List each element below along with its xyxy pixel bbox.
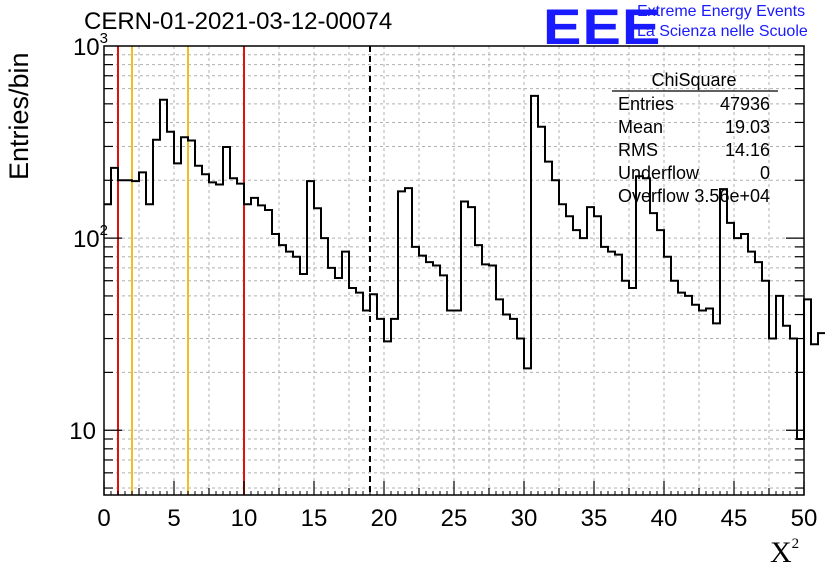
stats-value: 19.03 <box>725 117 770 137</box>
y-axis-label: Entries/bin <box>4 52 34 180</box>
x-tick-label: 20 <box>371 505 398 532</box>
y-tick-label: 102 <box>73 222 108 253</box>
x-tick-label: 35 <box>581 505 608 532</box>
x-axis-label-main: X <box>770 536 792 569</box>
x-tick-label: 0 <box>97 505 110 532</box>
grid-lines <box>104 46 804 495</box>
stats-title: ChiSquare <box>651 70 736 90</box>
histogram-line <box>104 94 825 441</box>
y-tick-label: 10 <box>69 418 96 445</box>
stats-label: RMS <box>618 140 658 160</box>
x-axis-label-exponent: 2 <box>791 536 800 552</box>
eee-logo: EEE <box>543 0 662 55</box>
stats-value: 3.56e+04 <box>694 186 770 206</box>
stats-value: 47936 <box>720 94 770 114</box>
x-tick-label: 10 <box>231 505 258 532</box>
chart-title: CERN-01-2021-03-12-00074 <box>84 8 393 35</box>
axis-ticks: 0 5 10 15 20 25 30 35 40 45 50 10 102 103 <box>69 30 817 532</box>
stats-box: ChiSquare Entries 47936 Mean 19.03 RMS 14.16 Un… <box>612 70 778 206</box>
logo-line-2: La Scienza nelle Scuole <box>637 23 808 40</box>
y-tick-label: 103 <box>73 30 108 61</box>
stats-label: Entries <box>618 94 674 114</box>
x-tick-label: 40 <box>651 505 678 532</box>
stats-label: Overflow <box>618 186 690 206</box>
x-tick-label: 5 <box>167 505 180 532</box>
x-tick-label: 45 <box>721 505 748 532</box>
stats-label: Mean <box>618 117 663 137</box>
logo-line-1: Extreme Energy Events <box>637 3 806 20</box>
x-tick-label: 50 <box>791 505 818 532</box>
stats-value: 14.16 <box>725 140 770 160</box>
x-axis-label: X2 <box>770 536 799 570</box>
x-tick-label: 15 <box>301 505 328 532</box>
x-tick-label: 30 <box>511 505 538 532</box>
threshold-markers <box>117 46 371 495</box>
stats-label: Underflow <box>618 163 700 183</box>
stats-value: 0 <box>760 163 770 183</box>
x-tick-label: 25 <box>441 505 468 532</box>
